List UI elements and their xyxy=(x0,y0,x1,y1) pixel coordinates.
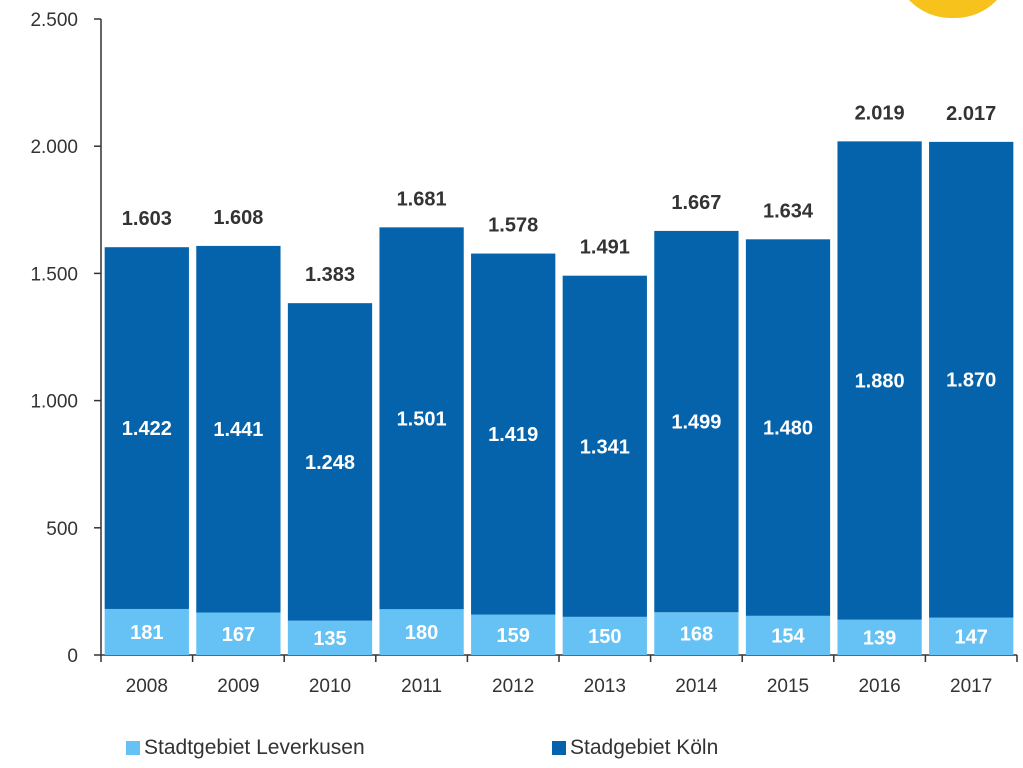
data-label-koeln: 1.501 xyxy=(397,408,447,430)
data-label-koeln: 1.880 xyxy=(855,371,905,393)
total-label: 1.608 xyxy=(213,207,263,229)
data-label-leverkusen: 150 xyxy=(588,626,621,648)
x-tick-label: 2011 xyxy=(401,676,442,697)
bar-segment-leverkusen xyxy=(654,612,739,655)
y-tick-label: 0 xyxy=(67,646,78,667)
data-label-koeln: 1.248 xyxy=(305,452,355,474)
y-tick-label: 2.500 xyxy=(30,10,78,31)
legend-swatch-koeln xyxy=(552,741,566,755)
bar-segment-koeln xyxy=(654,230,739,613)
total-label: 1.578 xyxy=(488,215,538,237)
bar-segment-leverkusen xyxy=(837,619,922,655)
x-tick-label: 2017 xyxy=(950,676,992,697)
bar-segment-leverkusen xyxy=(745,615,831,655)
bar-segment-koeln xyxy=(287,303,373,621)
data-label-leverkusen: 181 xyxy=(130,622,163,644)
data-label-koeln: 1.422 xyxy=(122,418,172,440)
total-label: 1.667 xyxy=(671,192,721,214)
bar-segment-koeln xyxy=(929,141,1014,618)
x-tick-label: 2015 xyxy=(767,676,809,697)
bar-segment-koeln xyxy=(837,141,922,620)
total-label: 1.603 xyxy=(122,208,172,230)
x-tick-label: 2012 xyxy=(492,676,534,697)
data-label-leverkusen: 154 xyxy=(771,625,805,647)
y-tick-label: 1.000 xyxy=(30,392,78,413)
y-tick-label: 1.500 xyxy=(30,264,78,285)
bar-segment-leverkusen xyxy=(471,614,556,655)
x-tick-label: 2013 xyxy=(584,676,626,697)
x-tick-label: 2016 xyxy=(858,676,900,697)
legend-label-leverkusen: Stadtgebiet Leverkusen xyxy=(144,736,365,759)
x-tick-label: 2010 xyxy=(309,676,351,697)
data-label-leverkusen: 168 xyxy=(680,624,713,646)
bar-segment-koeln xyxy=(196,245,281,613)
bar-segment-leverkusen xyxy=(379,609,464,655)
data-label-koeln: 1.419 xyxy=(488,424,538,446)
data-label-leverkusen: 159 xyxy=(497,625,530,647)
data-label-leverkusen: 180 xyxy=(405,622,438,644)
total-label: 1.491 xyxy=(580,237,630,259)
legend-item-leverkusen: Stadtgebiet Leverkusen xyxy=(126,736,365,760)
bar-segment-leverkusen xyxy=(196,612,281,655)
data-label-leverkusen: 167 xyxy=(222,624,255,646)
total-label: 2.019 xyxy=(855,102,905,124)
data-label-koeln: 1.499 xyxy=(671,412,721,434)
data-label-koeln: 1.870 xyxy=(946,370,996,392)
data-label-leverkusen: 147 xyxy=(955,626,988,648)
data-label-koeln: 1.480 xyxy=(763,418,813,440)
y-tick-label: 2.000 xyxy=(30,137,78,158)
bar-segment-leverkusen xyxy=(104,608,189,655)
bar-segment-koeln xyxy=(562,275,647,617)
bar-segment-koeln xyxy=(745,239,831,616)
stacked-bar-chart: 0 500 1.000 1.500 2.000 2.500 181 1.422 1.603 200… xyxy=(30,10,1018,697)
x-tick-label: 2009 xyxy=(217,676,259,697)
total-label: 1.634 xyxy=(763,200,814,222)
data-label-leverkusen: 135 xyxy=(313,628,346,650)
legend-item-koeln: Stadgebiet Köln xyxy=(552,736,718,760)
x-tick-label: 2014 xyxy=(675,676,718,697)
data-label-koeln: 1.441 xyxy=(213,419,263,441)
data-label-leverkusen: 139 xyxy=(863,627,896,649)
total-label: 1.383 xyxy=(305,264,355,286)
total-label: 1.681 xyxy=(397,188,447,210)
bar-segment-leverkusen xyxy=(287,620,373,655)
x-tick-label: 2008 xyxy=(126,676,168,697)
legend-swatch-leverkusen xyxy=(126,741,140,755)
y-tick-label: 500 xyxy=(46,519,78,540)
bar-segment-koeln xyxy=(104,247,189,609)
total-label: 2.017 xyxy=(946,103,996,125)
data-label-koeln: 1.341 xyxy=(580,436,630,458)
bar-segment-koeln xyxy=(471,253,556,615)
bar-segment-leverkusen xyxy=(929,617,1014,655)
bar-segment-koeln xyxy=(379,227,464,610)
bar-segment-leverkusen xyxy=(562,616,647,655)
legend-label-koeln: Stadgebiet Köln xyxy=(570,736,719,759)
